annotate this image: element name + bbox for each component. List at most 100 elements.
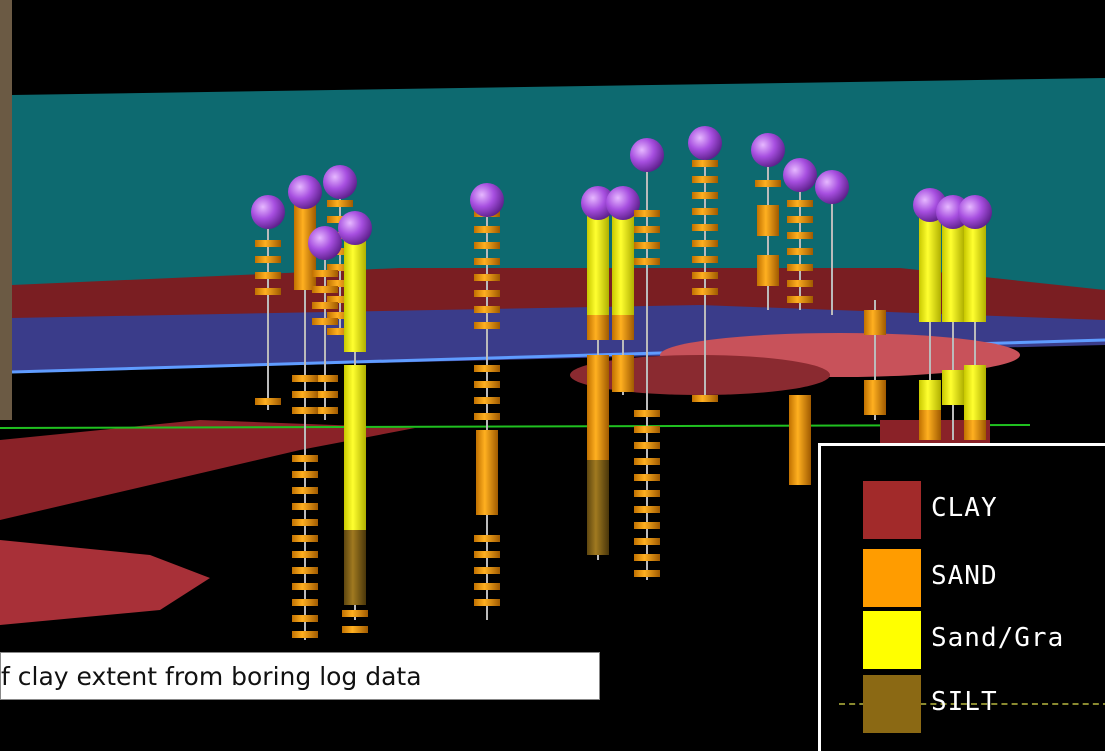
sand-disk: [255, 272, 281, 279]
sand-disk: [327, 296, 353, 303]
legend-item: CLAY: [863, 481, 1105, 539]
sand-disk: [292, 615, 318, 622]
caption-box: f clay extent from boring log data: [0, 652, 600, 700]
sand-disk: [342, 610, 368, 617]
dashed-line: [839, 703, 1105, 705]
boring-marker: [470, 183, 504, 217]
boring-marker: [338, 211, 372, 245]
sand-disk: [255, 398, 281, 405]
sand-disk: [787, 296, 813, 303]
sand-disk: [312, 286, 338, 293]
sand-disk: [292, 631, 318, 638]
swatch: [863, 611, 921, 669]
legend-item: SAND: [863, 549, 1105, 607]
soil-column: [587, 210, 609, 315]
sand-disk: [327, 280, 353, 287]
sand-disk: [474, 258, 500, 265]
sand-disk: [634, 554, 660, 561]
boring-marker: [783, 158, 817, 192]
sand-disk: [327, 312, 353, 319]
boring-marker: [323, 165, 357, 199]
sand-disk: [255, 288, 281, 295]
side-image: [0, 0, 12, 420]
sand-disk: [634, 490, 660, 497]
soil-column: [612, 315, 634, 340]
boring-marker: [815, 170, 849, 204]
sand-disk: [312, 391, 338, 398]
sand-disk: [292, 391, 318, 398]
sand-disk: [292, 375, 318, 382]
sand-disk: [634, 242, 660, 249]
sand-disk: [634, 426, 660, 433]
boring-marker: [251, 195, 285, 229]
soil-column: [964, 365, 986, 420]
sand-disk: [474, 226, 500, 233]
teal-surface: [12, 78, 1105, 300]
soil-column: [919, 410, 941, 440]
legend: CLAY SAND Sand/Gra SILT: [818, 443, 1105, 751]
sand-disk: [474, 242, 500, 249]
swatch: [863, 675, 921, 733]
legend-label: Sand/Gra: [931, 623, 1065, 653]
swatch: [863, 481, 921, 539]
sand-disk: [787, 216, 813, 223]
legend-label: SILT: [931, 687, 998, 717]
sand-disk: [692, 192, 718, 199]
sand-disk: [634, 442, 660, 449]
soil-column: [964, 220, 986, 322]
blue-surface: [12, 305, 1105, 372]
sand-disk: [634, 458, 660, 465]
legend-item: SILT: [863, 675, 1105, 733]
soil-column: [344, 365, 366, 530]
swatch: [863, 549, 921, 607]
sand-disk: [474, 535, 500, 542]
soil-column: [919, 380, 941, 410]
sand-disk: [474, 290, 500, 297]
clay-lens: [0, 420, 415, 520]
sand-disk: [474, 306, 500, 313]
sand-disk: [327, 248, 353, 255]
sand-disk: [634, 570, 660, 577]
sand-disk: [692, 160, 718, 167]
grid-line: [0, 424, 1031, 429]
boring-marker: [308, 226, 342, 260]
sand-disk: [327, 200, 353, 207]
sand-disk: [474, 567, 500, 574]
sand-disk: [327, 264, 353, 271]
sand-disk: [292, 503, 318, 510]
sand-disk: [634, 506, 660, 513]
sand-disk: [292, 487, 318, 494]
sand-disk: [787, 200, 813, 207]
sand-disk: [292, 471, 318, 478]
soil-column: [757, 205, 779, 236]
sand-disk: [255, 256, 281, 263]
sand-disk: [787, 264, 813, 271]
clay-lens: [0, 540, 210, 625]
soil-column: [344, 530, 366, 605]
sand-disk: [292, 519, 318, 526]
sand-disk: [342, 626, 368, 633]
sand-disk: [634, 226, 660, 233]
sand-disk: [474, 599, 500, 606]
soil-column: [344, 235, 366, 352]
boring-marker: [751, 133, 785, 167]
sand-disk: [312, 302, 338, 309]
boring-marker: [630, 138, 664, 172]
sand-disk: [474, 413, 500, 420]
sand-disk: [292, 407, 318, 414]
sand-disk: [692, 256, 718, 263]
sand-disk: [292, 551, 318, 558]
sand-disk: [312, 375, 338, 382]
sand-disk: [327, 216, 353, 223]
sand-disk: [292, 455, 318, 462]
sand-disk: [312, 318, 338, 325]
boring-marker: [581, 186, 615, 220]
soil-column: [942, 370, 964, 405]
sand-disk: [634, 474, 660, 481]
soil-column: [864, 310, 886, 335]
sand-disk: [634, 410, 660, 417]
sand-disk: [474, 583, 500, 590]
caption: f clay extent from boring log data: [1, 662, 422, 691]
